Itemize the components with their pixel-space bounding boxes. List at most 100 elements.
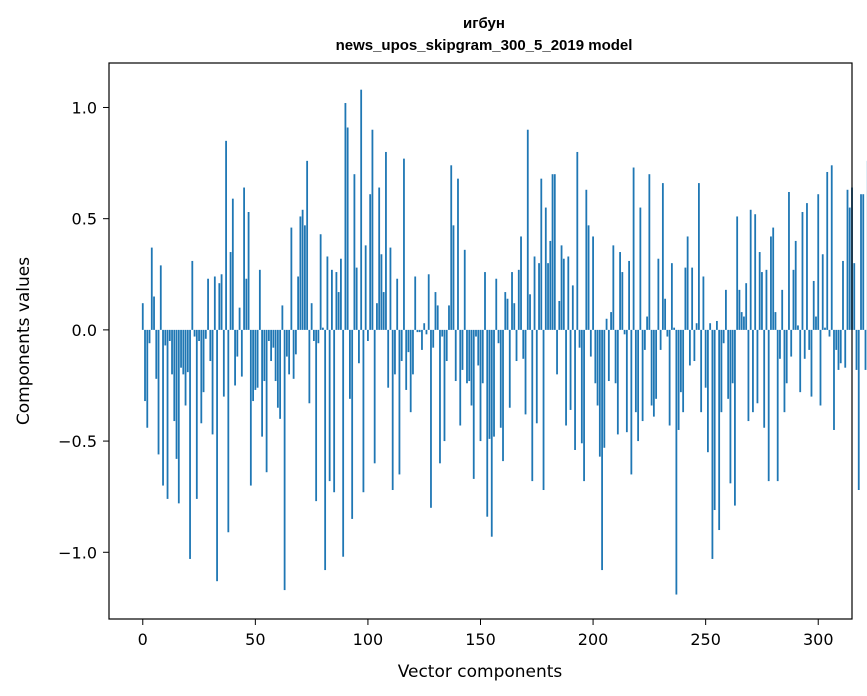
bar [709, 323, 712, 330]
bar [808, 329, 811, 350]
bar [652, 329, 655, 417]
bar [765, 269, 768, 330]
bar [785, 329, 788, 384]
bar [691, 267, 694, 330]
bar [448, 305, 450, 330]
bar [225, 140, 227, 330]
bar [684, 267, 687, 330]
bar [839, 329, 842, 364]
bar [815, 316, 817, 330]
bar [270, 329, 273, 362]
bar [247, 212, 250, 330]
bar [283, 329, 286, 591]
y-tick-label: −1.0 [58, 543, 97, 562]
bar [837, 329, 840, 370]
bar [506, 298, 509, 330]
bar [493, 329, 495, 437]
bar [598, 329, 601, 457]
bar [508, 329, 511, 408]
bar [562, 258, 565, 330]
bar [204, 329, 207, 339]
bar [412, 329, 414, 375]
bar [864, 329, 867, 370]
bar [254, 329, 257, 390]
bar [767, 329, 770, 482]
bar [630, 329, 633, 475]
bar [391, 329, 394, 491]
bar [824, 327, 826, 330]
bar [407, 329, 410, 353]
bar [227, 329, 230, 533]
bar [788, 191, 790, 330]
bar [799, 329, 802, 393]
bar [761, 272, 763, 330]
bar [267, 329, 270, 341]
bar [756, 329, 759, 404]
bar [418, 329, 421, 333]
bar [216, 329, 218, 582]
x-tick-label: 150 [465, 630, 496, 649]
bar [279, 329, 282, 419]
bar [540, 178, 543, 330]
bar [533, 256, 536, 330]
bar [754, 214, 757, 330]
bar [490, 329, 493, 537]
bar [700, 329, 703, 413]
bar [486, 329, 489, 517]
bar [312, 329, 315, 341]
bar [790, 329, 793, 357]
bar [353, 174, 356, 330]
bar [565, 329, 567, 426]
bar [430, 329, 432, 508]
bar [261, 329, 263, 437]
bar [349, 329, 351, 399]
bar [835, 329, 838, 350]
bar [369, 194, 372, 330]
bar [524, 329, 527, 415]
bar [673, 327, 676, 330]
x-axis-label: Vector components [398, 662, 563, 682]
bar [342, 329, 345, 557]
bar [848, 207, 851, 330]
bar [594, 329, 597, 384]
bar [189, 329, 191, 559]
bar [409, 329, 412, 413]
bar [664, 298, 667, 330]
bar [231, 198, 234, 330]
bar [434, 292, 437, 330]
bar [193, 329, 196, 337]
bar [603, 329, 606, 448]
bar [162, 329, 164, 486]
bar [340, 258, 342, 330]
y-tick-label: 1.0 [72, 98, 97, 117]
bar [556, 329, 558, 375]
y-axis-ticks: −1.0 −0.5 0.0 0.5 1.0 [58, 98, 109, 562]
bar [711, 329, 714, 559]
bar [763, 329, 766, 428]
bar [704, 329, 707, 388]
bar [445, 329, 448, 362]
bar [148, 329, 151, 344]
bar [441, 329, 444, 337]
bar [245, 278, 248, 330]
bar [457, 178, 459, 330]
x-tick-label: 200 [578, 630, 609, 649]
bar [484, 272, 486, 330]
bar [670, 263, 673, 330]
bar [783, 329, 786, 413]
bar [497, 329, 500, 344]
bar [772, 227, 775, 330]
bar [623, 329, 626, 335]
bar [819, 329, 822, 406]
bar [358, 329, 360, 364]
bar [416, 329, 419, 333]
bar [376, 303, 378, 330]
bar [567, 256, 570, 330]
bar [774, 312, 777, 330]
bar [450, 165, 453, 330]
bar [303, 225, 306, 330]
bar [812, 280, 815, 330]
bar [661, 183, 664, 330]
bar [571, 285, 574, 330]
